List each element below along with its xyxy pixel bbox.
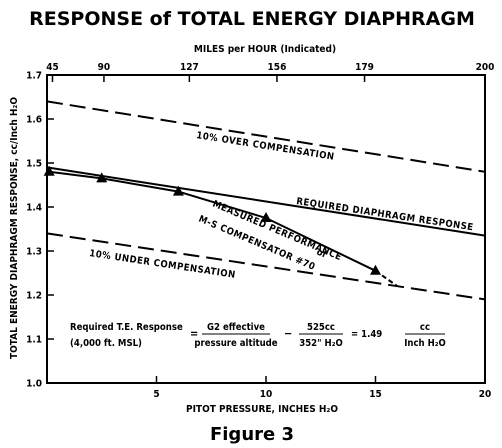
figure-caption: Figure 3 (210, 424, 294, 445)
y-tick-label: 1.6 (26, 115, 42, 126)
series-line-0 (46, 100, 486, 173)
y-axis-ticks: 1.0 1.1 1.2 1.3 1.4 1.5 1.6 1.7 (26, 71, 54, 390)
series-group (43, 100, 486, 301)
formula-frac3-num: cc (420, 322, 430, 333)
y-tick-label: 1.3 (26, 247, 42, 258)
formula-annotation: Required T.E. Response (4,000 ft. MSL) =… (70, 322, 446, 349)
formula-frac1-num: G2 effective (207, 322, 265, 333)
x-tick-label: 20 (479, 389, 492, 400)
top-tick-label: 156 (268, 62, 287, 73)
formula-frac1-den: pressure altitude (194, 338, 277, 349)
plot-frame (46, 74, 486, 384)
top-tick-label: 200 (476, 62, 495, 73)
top-axis-label: MILES per HOUR (Indicated) (194, 44, 336, 55)
formula-frac3-den: Inch H₂O (404, 338, 446, 349)
top-tick-label: 127 (180, 62, 199, 73)
y-tick-label: 1.5 (26, 159, 42, 170)
formula-line1: Required T.E. Response (70, 322, 183, 333)
y-tick-label: 1.2 (26, 291, 42, 302)
series-label: REQUIRED DIAPHRAGM RESPONSE (296, 196, 475, 233)
x-tick-label: 15 (369, 389, 382, 400)
data-point-marker (96, 172, 108, 183)
top-tick-label: 90 (98, 62, 111, 73)
top-tick-label: 45 (46, 62, 59, 73)
data-point-marker (260, 212, 272, 222)
y-tick-label: 1.7 (26, 71, 42, 82)
formula-frac2-num: 525cc (307, 322, 335, 333)
top-axis-ticks: 45 90 127 156 179 200 (46, 62, 494, 82)
x-tick-label: 5 (153, 389, 159, 400)
formula-frac2-den: 352" H₂O (299, 338, 342, 349)
data-point-marker (43, 165, 55, 176)
y-tick-label: 1.0 (26, 379, 42, 390)
series-label: 10% UNDER COMPENSATION (89, 248, 237, 281)
data-point-marker (370, 264, 381, 275)
series-labels: 10% OVER COMPENSATION REQUIRED DIAPHRAGM … (89, 130, 475, 281)
x-tick-label: 10 (260, 389, 273, 400)
y-axis-label: TOTAL ENERGY DIAPHRAGM RESPONSE, cc/Inch… (9, 97, 20, 359)
series-line-2 (46, 232, 486, 301)
formula-equals2: = 1.49 (351, 329, 382, 340)
x-axis-label: PITOT PRESSURE, INCHES H₂O (186, 404, 338, 415)
series-label: 10% OVER COMPENSATION (196, 130, 336, 163)
top-tick-label: 179 (355, 62, 374, 73)
formula-equals1: = (190, 327, 198, 340)
data-point-marker (172, 185, 184, 196)
series-line-1 (46, 166, 486, 237)
y-tick-label: 1.1 (26, 335, 42, 346)
formula-minus: − (284, 327, 292, 340)
y-tick-label: 1.4 (26, 203, 42, 214)
series-label: of (315, 247, 328, 261)
formula-line2: (4,000 ft. MSL) (70, 338, 142, 349)
x-axis-ticks: 5 10 15 20 (153, 376, 491, 400)
chart-title: RESPONSE of TOTAL ENERGY DIAPHRAGM (29, 8, 475, 30)
